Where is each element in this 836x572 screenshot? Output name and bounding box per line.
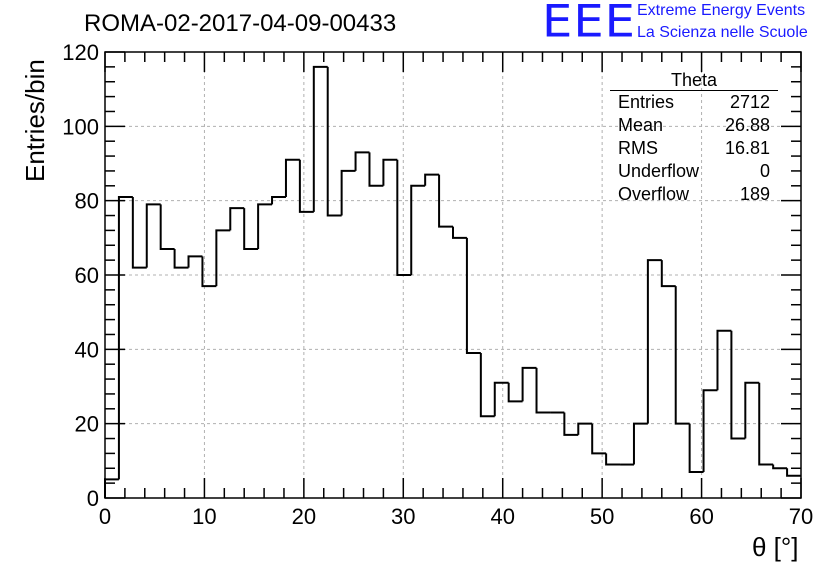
histogram-bin — [215, 229, 231, 287]
histogram-bin — [243, 208, 259, 250]
grid-lines — [105, 52, 801, 498]
logo-subtitle-2: La Scienza nelle Scuole — [637, 24, 808, 41]
histogram-bin — [591, 423, 607, 455]
histogram-bin — [298, 159, 314, 213]
y-tick-label: 80 — [75, 189, 99, 214]
x-tick-label: 10 — [192, 504, 216, 529]
stats-label: RMS — [618, 138, 658, 158]
histogram-bin — [117, 195, 133, 480]
histogram-bin — [131, 196, 147, 269]
histogram-bin — [646, 259, 662, 424]
stats-value: 2712 — [729, 92, 770, 112]
y-tick-label: 40 — [75, 337, 99, 362]
stats-label: Underflow — [618, 161, 700, 181]
histogram-bin — [410, 184, 426, 275]
histogram-bin — [354, 151, 370, 171]
histogram-bin — [674, 286, 690, 425]
histogram-bin — [452, 226, 467, 239]
y-tick-label: 20 — [75, 412, 99, 437]
stats-value: 189 — [739, 184, 770, 204]
stats-value: 26.88 — [724, 115, 770, 135]
histogram-bin — [632, 422, 648, 465]
y-axis-label: Entries/bin — [20, 59, 50, 182]
x-tick-label: 20 — [292, 504, 316, 529]
histogram-bin — [104, 478, 119, 498]
histogram-bin — [159, 204, 175, 250]
histogram-bin — [257, 203, 273, 249]
tick-labels: 0 10 20 30 40 50 60 70 0 20 40 60 80 100 120 — [62, 40, 813, 529]
stats-label: Overflow — [618, 184, 690, 204]
histogram-bin — [438, 174, 453, 228]
x-tick-label: 60 — [689, 504, 713, 529]
x-axis-label: θ [°] — [752, 532, 799, 562]
stats-value: 0 — [759, 161, 770, 181]
stats-box: Theta Entries 2712 Mean 26.88 RMS 16.81 … — [610, 70, 778, 206]
stats-row-mean: Mean 26.88 — [610, 114, 778, 137]
logo-subtitle-1: Extreme Energy Events — [637, 2, 806, 19]
histogram-bin — [772, 464, 788, 470]
histogram-bin — [368, 152, 384, 187]
histogram-bin — [396, 159, 412, 276]
stats-row-overflow: Overflow 189 — [610, 183, 778, 206]
histogram-bin — [563, 412, 579, 436]
histogram-bin — [340, 169, 356, 216]
histogram-bin — [605, 453, 621, 466]
histogram-bin — [493, 381, 509, 417]
histogram-bin — [702, 389, 718, 472]
x-tick-label: 40 — [490, 504, 514, 529]
y-tick-label: 0 — [87, 486, 99, 511]
histogram-bin — [521, 366, 537, 402]
y-tick-label: 100 — [62, 114, 99, 139]
histogram-bin — [716, 329, 732, 391]
histogram-bin — [312, 65, 328, 212]
histogram-bin — [577, 422, 593, 435]
x-tick-label: 30 — [391, 504, 415, 529]
x-tick-label: 0 — [99, 504, 111, 529]
histogram-bin — [660, 260, 676, 288]
x-tick-label: 70 — [789, 504, 813, 529]
histogram-bars — [104, 65, 801, 498]
y-tick-label: 60 — [75, 263, 99, 288]
histogram-bin — [479, 353, 495, 418]
histogram-bin — [201, 256, 217, 288]
stats-label: Mean — [618, 115, 664, 135]
stats-label: Entries — [618, 92, 675, 112]
x-tick-label: 50 — [590, 504, 614, 529]
histogram-bin — [173, 248, 189, 269]
stats-value: 16.81 — [724, 138, 770, 158]
histogram-bin — [758, 382, 774, 466]
y-tick-label: 120 — [62, 40, 99, 65]
histogram-bin — [229, 207, 245, 231]
stats-row-rms: RMS 16.81 — [610, 137, 778, 160]
stats-row-entries: Entries 2712 — [610, 91, 778, 114]
histogram-bin — [465, 237, 481, 355]
histogram-bin — [730, 330, 746, 440]
histogram-bin — [688, 423, 704, 473]
histogram-bin — [145, 203, 161, 268]
histogram-bin — [326, 66, 342, 217]
histogram-bin — [382, 158, 398, 186]
histogram-bin — [535, 367, 551, 414]
stats-row-underflow: Underflow 0 — [610, 160, 778, 183]
histogram-bin — [424, 173, 440, 186]
histogram-bin — [744, 381, 760, 439]
axis-ticks — [104, 51, 802, 499]
eee-logo: EEE — [542, 0, 636, 48]
histogram-bin — [284, 158, 300, 197]
histogram-bin — [271, 195, 286, 205]
histogram-bin — [786, 468, 801, 477]
histogram-bin — [507, 382, 523, 403]
stats-title: Theta — [610, 70, 778, 91]
histogram-bin — [187, 255, 203, 268]
chart-title: ROMA-02-2017-04-09-00433 — [84, 10, 397, 37]
